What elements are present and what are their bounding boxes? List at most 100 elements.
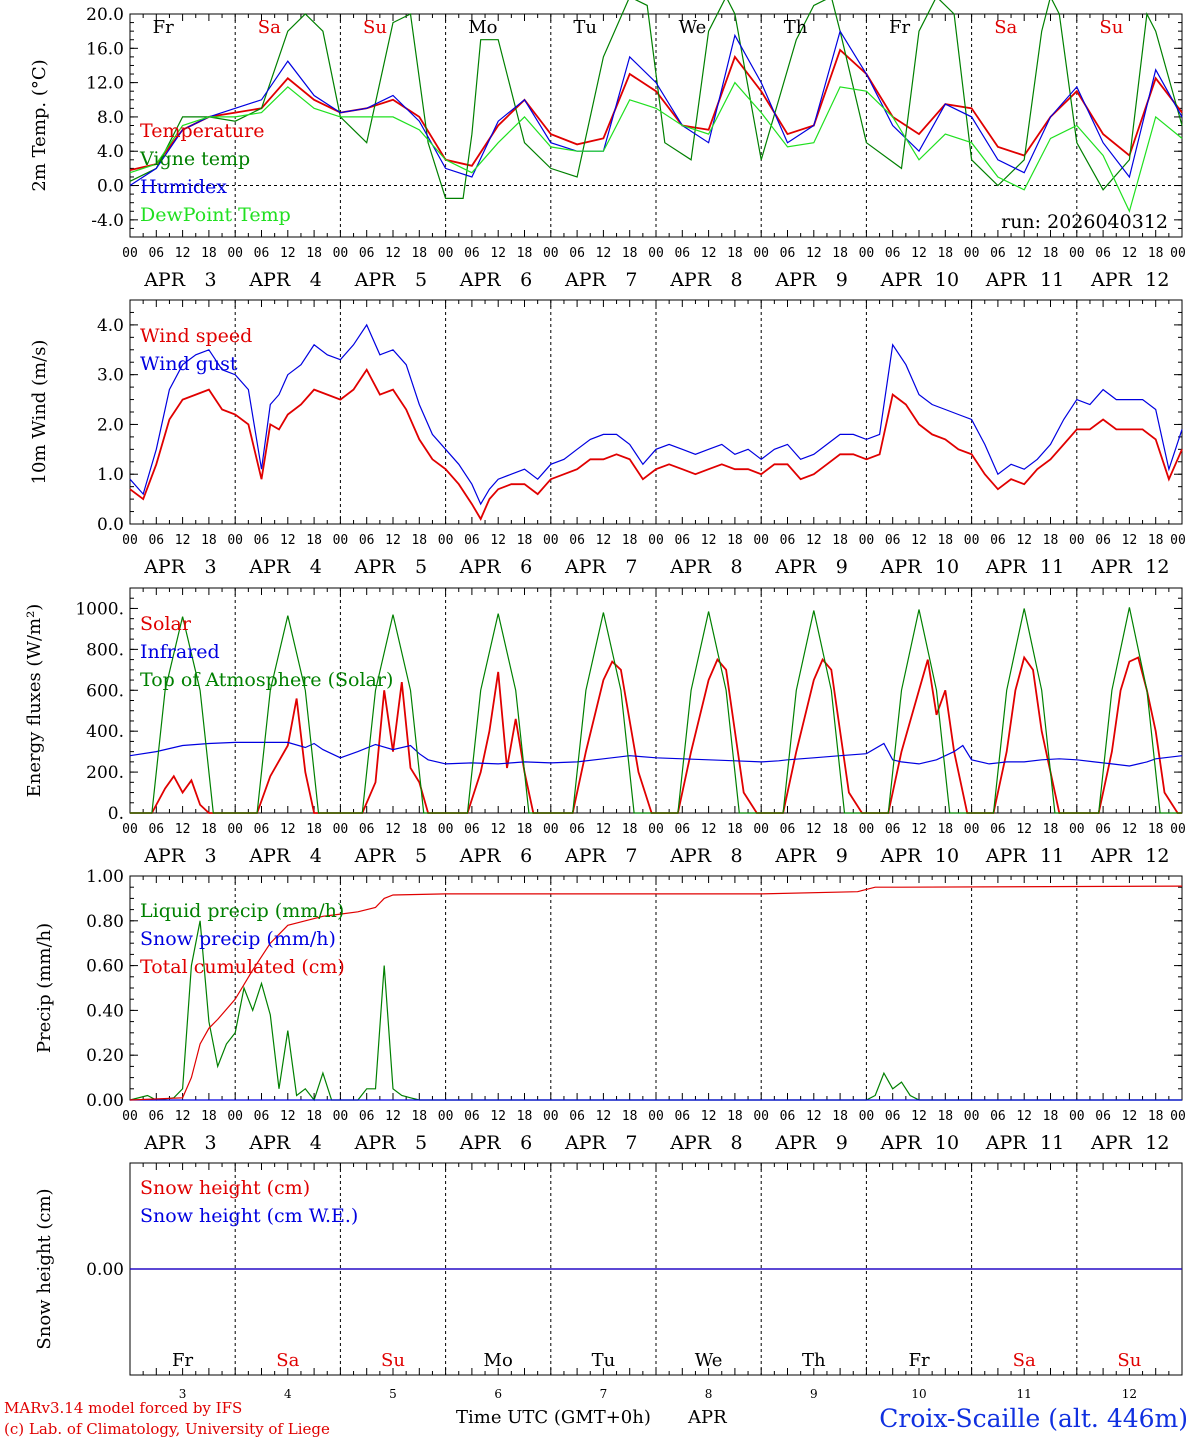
hour-tick-label: 00 [648, 822, 664, 837]
hour-tick-label: 18 [622, 1109, 638, 1124]
date-label: 9 [836, 269, 848, 291]
date-label: 7 [600, 1387, 608, 1401]
series-line-humidex [129, 29, 1183, 187]
date-label: 11 [1040, 556, 1064, 578]
series-line-liquid-precip-mm-h- [129, 920, 1182, 1102]
month-label: APR [669, 1132, 712, 1154]
y-tick-label: -4.0 [91, 211, 124, 231]
weekday-label: Su [1117, 1350, 1141, 1371]
date-label: 10 [911, 1387, 926, 1401]
hour-tick-label: 06 [464, 246, 480, 261]
hour-tick-label: 18 [1148, 246, 1164, 261]
date-label: 8 [731, 1132, 743, 1154]
hour-tick-label: 00 [859, 533, 875, 548]
hour-tick-label: 00 [543, 822, 559, 837]
hour-tick-label: 06 [885, 246, 901, 261]
date-label: 3 [205, 1132, 217, 1154]
weekday-label: Fr [889, 17, 910, 38]
hour-tick-label: 12 [596, 246, 612, 261]
date-label: 11 [1040, 1132, 1064, 1154]
legend-entry: Wind gust [140, 353, 238, 375]
chart-panel-1: 20.0 16.0 12.0 8.0 4.0 0.0 -4.0 2m Temp. (°C) Te… [29, 0, 1186, 291]
y-tick-label: 3.0 [97, 366, 124, 386]
series-line-temperature [129, 48, 1183, 171]
date-label: 5 [415, 269, 427, 291]
hour-tick-label: 06 [780, 533, 796, 548]
hour-tick-label: 18 [622, 822, 638, 837]
chart-panel-3: 1000. 800. 600. 400. 200. 0. Energy fluxes (W/… [24, 587, 1186, 867]
weekday-label: Mo [468, 17, 497, 38]
hour-tick-label: 00 [333, 1109, 349, 1124]
month-label: APR [354, 1132, 397, 1154]
hour-tick-label: 00 [859, 246, 875, 261]
month-label: APR [774, 556, 817, 578]
legend-entry: Top of Atmosphere (Solar) [140, 669, 393, 691]
month-label: APR [564, 269, 607, 291]
hour-tick-label: 06 [1095, 533, 1111, 548]
weekday-label: Th [784, 17, 808, 38]
legend-entry: Temperature [140, 120, 264, 142]
hour-tick-label: 18 [517, 822, 533, 837]
hour-tick-label: 00 [859, 822, 875, 837]
month-label: APR [669, 269, 712, 291]
month-label: APR [459, 556, 502, 578]
y-tick-label: 1000. [75, 599, 124, 619]
hour-tick-label: 18 [517, 1109, 533, 1124]
time-axis-month: APR [687, 1407, 727, 1428]
hour-tick-label: 06 [359, 822, 375, 837]
hour-tick-label: 12 [1122, 533, 1138, 548]
y-axis-label: 2m Temp. (°C) [29, 59, 50, 191]
month-label: APR [985, 556, 1028, 578]
y-tick-label: 600. [86, 681, 124, 701]
legend-entry: Snow precip (mm/h) [140, 928, 336, 950]
date-label: 7 [625, 269, 637, 291]
weekday-label: Fr [153, 17, 174, 38]
chart-panel-4: 1.00 0.80 0.60 0.40 0.20 0.00 Precip (mm/h) Liq… [34, 867, 1186, 1154]
date-label: 3 [205, 845, 217, 867]
hour-tick-label: 00 [648, 533, 664, 548]
hour-tick-label: 00 [438, 1109, 454, 1124]
month-label: APR [459, 269, 502, 291]
y-tick-label: 1.00 [86, 867, 124, 887]
series-line-wind-gust [129, 323, 1183, 506]
y-axis-label: Snow height (cm) [34, 1188, 55, 1349]
hour-tick-label: 00 [1170, 1109, 1186, 1124]
month-label: APR [1090, 269, 1133, 291]
hour-tick-label: 18 [306, 533, 322, 548]
hour-tick-label: 00 [1170, 533, 1186, 548]
hour-tick-label: 18 [517, 246, 533, 261]
hour-tick-label: 00 [753, 1109, 769, 1124]
hour-tick-label: 06 [885, 533, 901, 548]
hour-tick-label: 00 [333, 246, 349, 261]
weekday-label: Sa [994, 17, 1017, 38]
date-label: 9 [836, 1132, 848, 1154]
hour-tick-label: 18 [937, 822, 953, 837]
hour-tick-label: 06 [569, 246, 585, 261]
hour-tick-label: 18 [832, 822, 848, 837]
weekday-label: Mo [484, 1350, 513, 1371]
legend-entry: Total cumulated (cm) [140, 956, 345, 978]
date-label: 5 [415, 1132, 427, 1154]
hour-tick-label: 18 [306, 822, 322, 837]
hour-tick-label: 12 [280, 822, 296, 837]
hour-tick-label: 00 [227, 1109, 243, 1124]
month-label: APR [1090, 845, 1133, 867]
month-label: APR [880, 845, 923, 867]
hour-tick-label: 00 [122, 822, 138, 837]
date-label: 7 [625, 845, 637, 867]
month-label: APR [459, 1132, 502, 1154]
weekday-label: Th [802, 1350, 826, 1371]
hour-tick-label: 12 [701, 246, 717, 261]
month-label: APR [564, 1132, 607, 1154]
y-tick-label: 400. [86, 722, 124, 742]
hour-tick-label: 18 [727, 822, 743, 837]
hour-tick-label: 06 [254, 246, 270, 261]
hour-tick-label: 18 [1148, 1109, 1164, 1124]
hour-tick-label: 12 [911, 822, 927, 837]
legend-entry: Liquid precip (mm/h) [140, 900, 344, 922]
y-tick-label: 0.0 [97, 515, 124, 535]
hour-tick-label: 06 [1095, 246, 1111, 261]
hour-tick-label: 18 [1043, 533, 1059, 548]
hour-tick-label: 18 [201, 1109, 217, 1124]
month-label: APR [1090, 1132, 1133, 1154]
